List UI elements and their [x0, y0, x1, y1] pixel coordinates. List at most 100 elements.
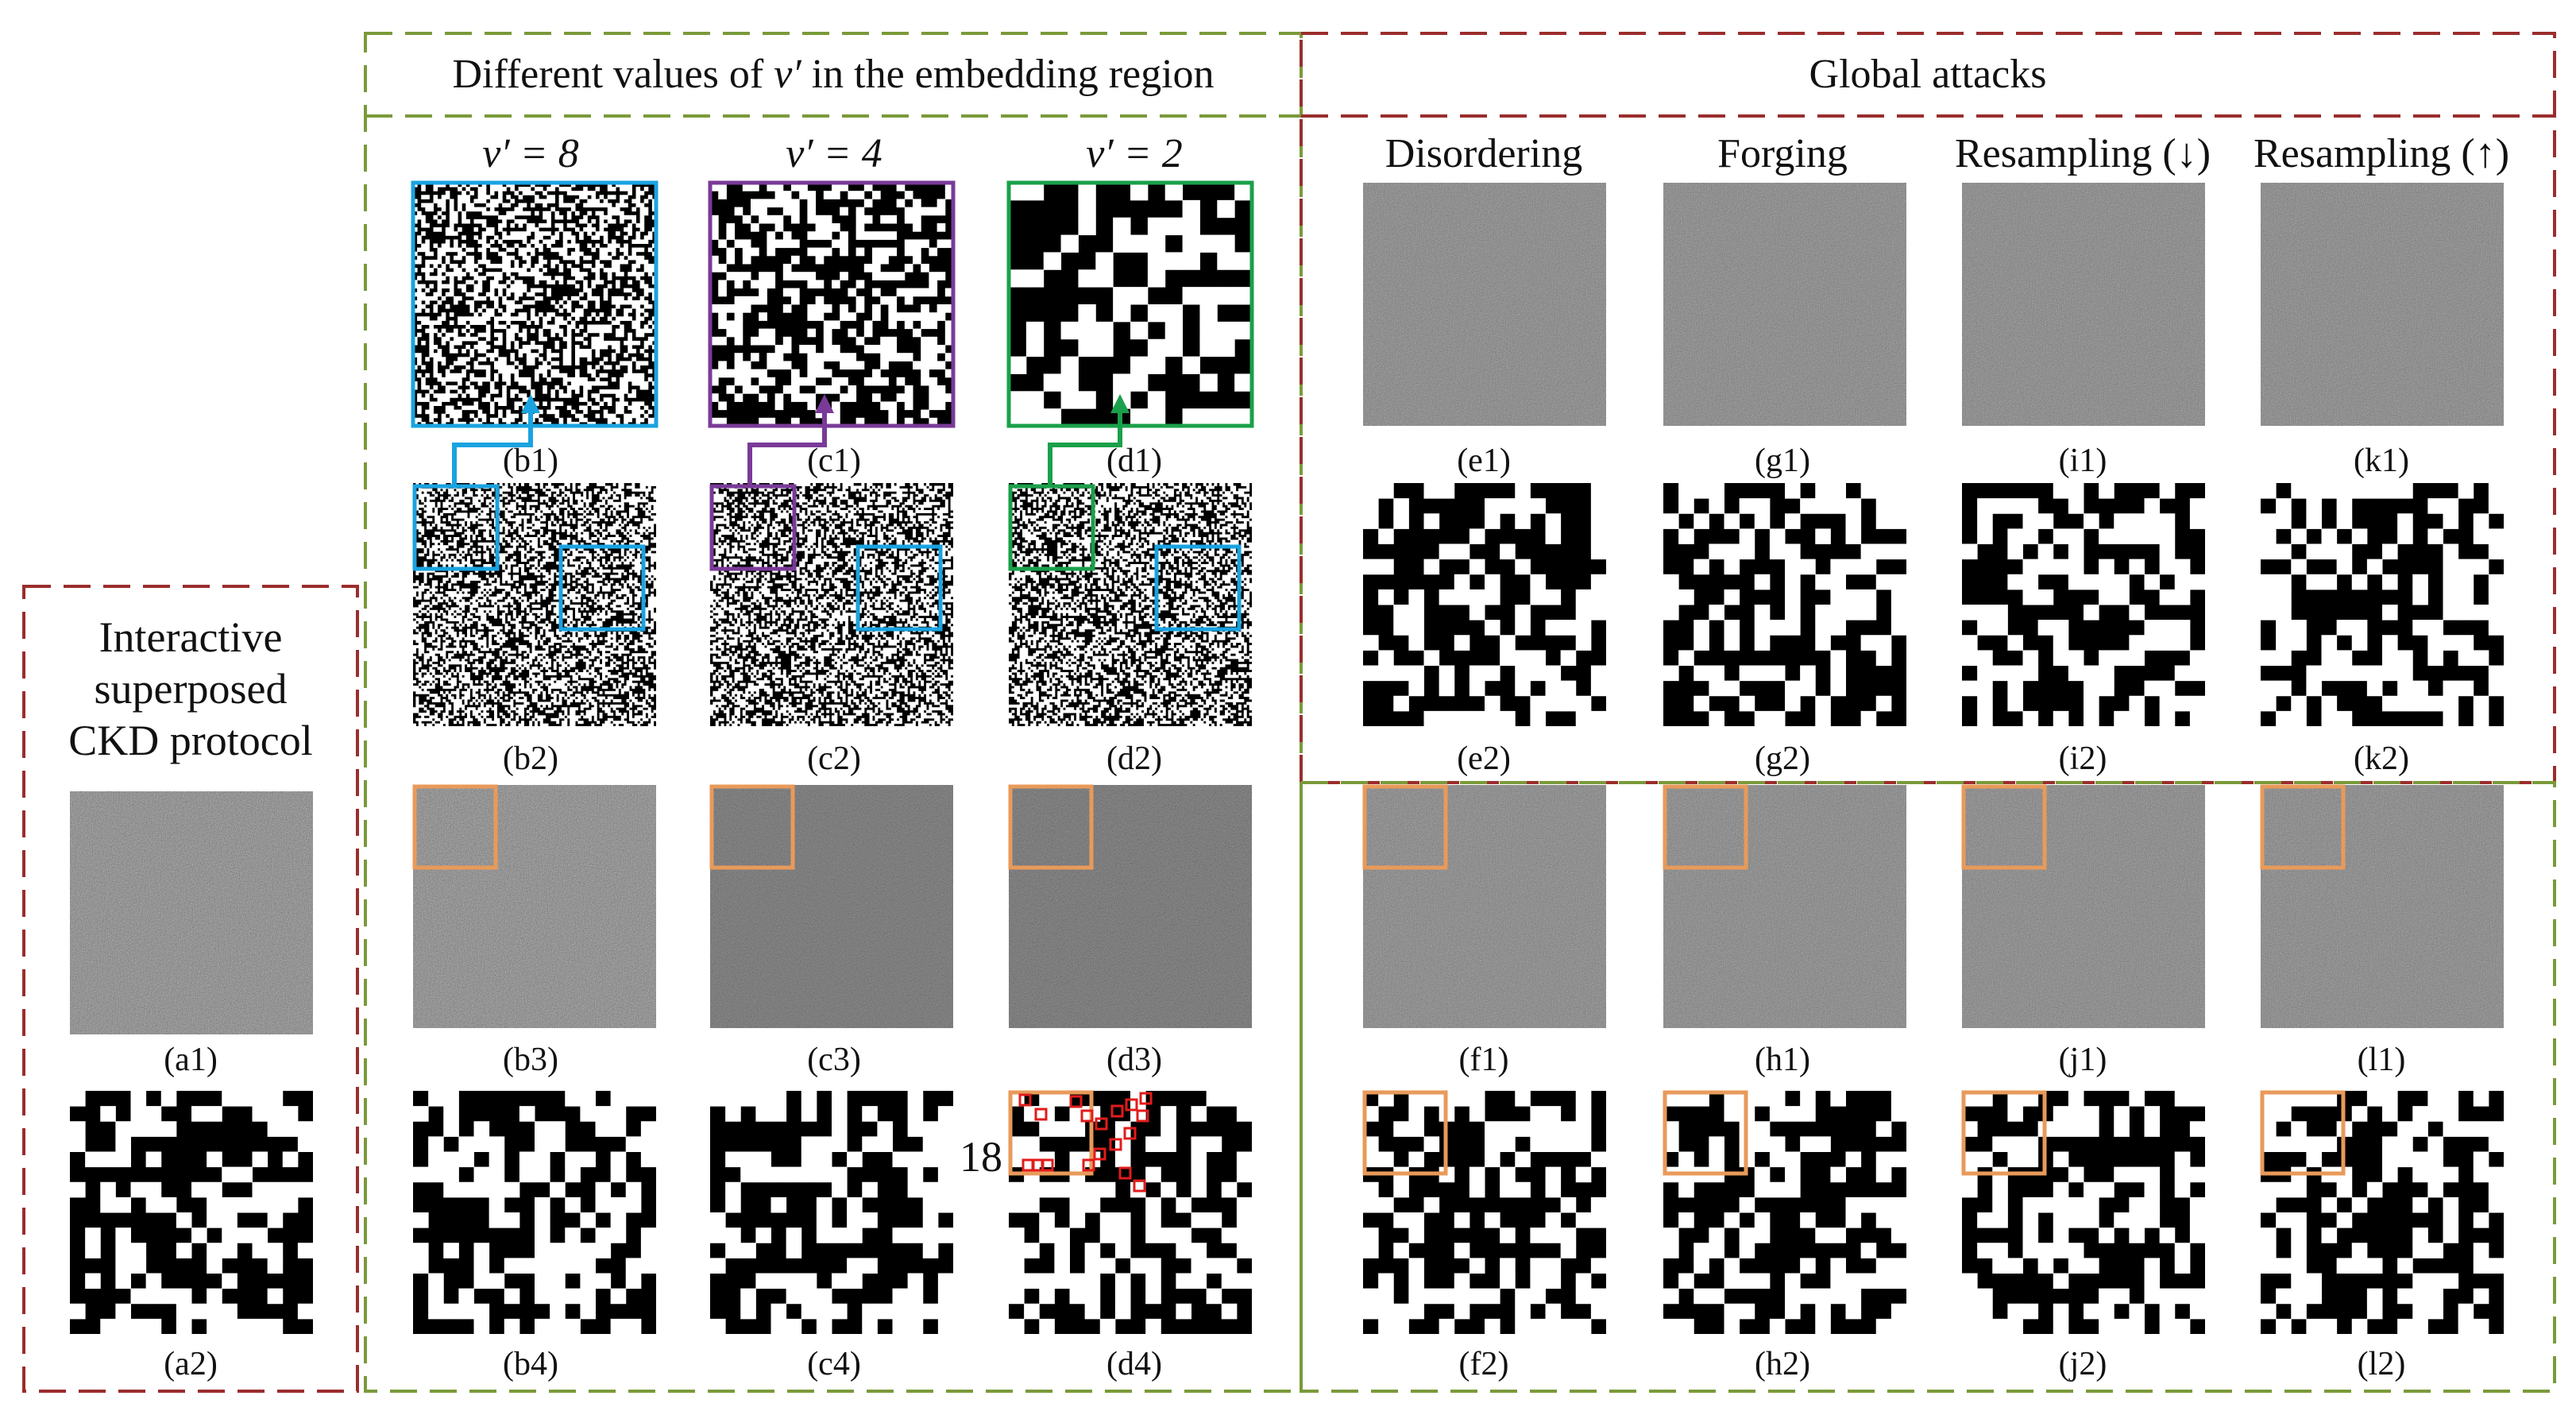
- image-f2: [1363, 1091, 1607, 1335]
- orange-box-j1: [1961, 784, 2047, 870]
- label-l1: (l1): [2358, 1042, 2406, 1078]
- label-d1: (d1): [1106, 443, 1162, 479]
- orange-box-row3-2: [1008, 784, 1094, 870]
- error-mark: [1093, 1147, 1106, 1161]
- zoom-connectors: [452, 394, 1130, 487]
- image-k1: [2261, 183, 2504, 426]
- error-mark: [1123, 1127, 1137, 1140]
- connector-c-arrow: [815, 394, 834, 413]
- label-c3: (c3): [807, 1042, 861, 1078]
- label-c2: (c2): [807, 740, 861, 777]
- label-d4: (d4): [1106, 1346, 1162, 1382]
- panel-frames: [22, 32, 2556, 1393]
- error-mark: [1136, 1109, 1149, 1123]
- image-c2: [710, 483, 954, 727]
- header-nu-2: ν′ = 2: [1086, 131, 1183, 176]
- image-b2: [413, 483, 657, 727]
- label-d2: (d2): [1106, 740, 1162, 777]
- image-g1: [1663, 183, 1906, 426]
- error-mark: [1041, 1158, 1054, 1172]
- left-title-line-2: superposed: [95, 665, 288, 713]
- label-d3: (d3): [1106, 1042, 1162, 1078]
- header-resampling-down: Resampling (↓): [1955, 131, 2211, 176]
- image-k2: [2261, 483, 2505, 727]
- error-mark: [1069, 1095, 1083, 1108]
- image-a1: [70, 791, 313, 1034]
- image-d1: [1009, 183, 1253, 427]
- connector-b-arrow: [521, 394, 540, 413]
- label-l2: (l2): [2358, 1346, 2406, 1382]
- label-b3: (b3): [503, 1042, 558, 1078]
- orange-box-f2: [1362, 1090, 1448, 1176]
- error-count-label: 18: [960, 1133, 1002, 1181]
- image-h2: [1663, 1091, 1907, 1335]
- error-mark: [1034, 1108, 1048, 1121]
- error-mark: [1118, 1166, 1132, 1180]
- image-a2: [70, 1091, 314, 1335]
- zoom-box-d1: [1006, 180, 1254, 428]
- connector-b: [452, 401, 533, 487]
- image-i1: [1962, 183, 2205, 426]
- error-mark: [1080, 1109, 1094, 1123]
- image-j2: [1962, 1091, 2206, 1335]
- error-marks: [1018, 1092, 1153, 1193]
- label-a1: (a1): [164, 1042, 218, 1078]
- header-nu-4: ν′ = 4: [786, 131, 882, 176]
- error-mark: [1082, 1158, 1095, 1172]
- image-d2-compare-box: [1154, 544, 1242, 632]
- orange-box-j2: [1961, 1090, 2047, 1176]
- left-title-line-1: Interactive: [99, 613, 283, 661]
- image-j1: [1962, 785, 2205, 1028]
- label-k1: (k1): [2354, 443, 2409, 479]
- image-tiles: [70, 180, 2505, 1335]
- label-k2: (k2): [2354, 740, 2409, 777]
- label-a2: (a2): [164, 1346, 218, 1382]
- label-i1: (i1): [2059, 443, 2107, 479]
- label-j2: (j2): [2059, 1346, 2107, 1382]
- image-b2-compare-box: [558, 544, 646, 632]
- label-e1: (e1): [1457, 443, 1511, 479]
- error-mark: [1133, 1179, 1146, 1193]
- image-l2: [2261, 1091, 2505, 1335]
- label-h1: (h1): [1755, 1042, 1810, 1078]
- label-b2: (b2): [503, 740, 558, 777]
- header-nu-8: ν′ = 8: [482, 131, 579, 176]
- image-g2: [1663, 483, 1907, 727]
- orange-box-row3-0: [412, 784, 498, 870]
- label-b1: (b1): [503, 443, 558, 479]
- image-b3: [413, 785, 656, 1028]
- connector-c: [747, 401, 827, 487]
- header-forging: Forging: [1717, 131, 1848, 176]
- image-c2-compare-box: [855, 544, 943, 632]
- label-c4: (c4): [807, 1346, 861, 1382]
- left-panel-title: Interactive superposed CKD protocol: [68, 613, 312, 764]
- error-mark: [1110, 1104, 1124, 1118]
- right-bottom-frame: [1300, 781, 2556, 1393]
- header-disordering: Disordering: [1385, 131, 1582, 176]
- label-c1: (c1): [807, 443, 861, 479]
- zoom-box-c1: [708, 180, 956, 428]
- image-d3: [1009, 785, 1252, 1028]
- image-l1: [2261, 785, 2504, 1028]
- tile-labels: (a1) (a2) (b1) (c1) (d1) (b2) (c2) (d2) …: [164, 443, 2409, 1382]
- connector-d: [1048, 401, 1122, 487]
- image-h1: [1663, 785, 1906, 1028]
- label-h2: (h2): [1755, 1346, 1810, 1382]
- image-b4: [413, 1091, 657, 1335]
- error-mark: [1125, 1098, 1138, 1112]
- label-f2: (f2): [1459, 1346, 1509, 1382]
- zoom-box-b1: [411, 180, 658, 428]
- label-j1: (j1): [2059, 1042, 2107, 1078]
- orange-box-h2: [1663, 1090, 1748, 1176]
- image-i2: [1962, 483, 2206, 727]
- left-panel-frame: [22, 585, 359, 1393]
- image-b1: [413, 183, 657, 427]
- right-column-headers: Disordering Forging Resampling (↓) Resam…: [1385, 131, 2509, 176]
- error-mark: [1018, 1093, 1032, 1107]
- orange-box-row3-1: [709, 784, 795, 870]
- label-f1: (f1): [1459, 1042, 1509, 1078]
- connector-d-arrow: [1110, 394, 1130, 413]
- label-e2: (e2): [1457, 740, 1511, 777]
- image-e1: [1363, 183, 1606, 426]
